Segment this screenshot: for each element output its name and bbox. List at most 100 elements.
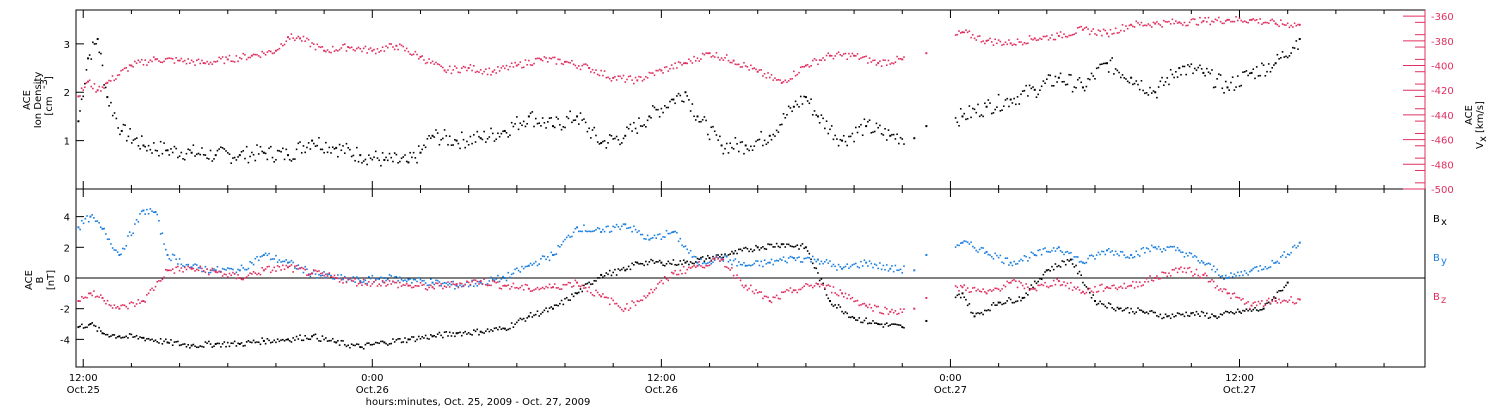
by-dot xyxy=(1101,250,1103,253)
bx-dot xyxy=(460,334,463,337)
vx-dot xyxy=(479,68,482,71)
by-dot xyxy=(333,278,336,280)
bx-point-39 xyxy=(973,315,976,318)
bx-dot xyxy=(1231,312,1234,314)
bx-dot xyxy=(206,342,208,345)
density-dot xyxy=(1030,87,1033,90)
vx-dot xyxy=(435,61,437,64)
vx-dot xyxy=(244,54,246,56)
by-dot xyxy=(225,269,227,271)
vx-dot xyxy=(813,58,816,60)
bx-dot xyxy=(144,339,146,342)
density-dot xyxy=(192,144,195,146)
by-point-51 xyxy=(1250,269,1253,272)
vx-dot xyxy=(497,66,499,68)
bz-dot xyxy=(1235,296,1237,299)
density-dot xyxy=(784,116,787,119)
density-dot xyxy=(1021,90,1024,92)
bz-dot xyxy=(593,294,596,297)
vx-dot xyxy=(1035,39,1038,42)
bz-dot xyxy=(1200,277,1203,279)
bz-dot xyxy=(192,267,195,270)
by-dot xyxy=(454,287,456,290)
bx-point-23 xyxy=(600,273,603,276)
density-dot xyxy=(763,139,766,142)
bz-dot xyxy=(853,300,855,303)
vx-dot xyxy=(404,49,406,52)
bx-dot xyxy=(1188,315,1191,317)
bz-dot xyxy=(1016,286,1019,289)
vx-dot xyxy=(290,33,293,35)
vx-dot xyxy=(799,66,802,69)
density-point-42 xyxy=(961,115,964,118)
vx-dot xyxy=(1176,22,1179,24)
density-dot xyxy=(509,134,511,137)
by-dot xyxy=(863,259,866,261)
vx-dot xyxy=(696,57,699,60)
vx-point-6 xyxy=(178,59,181,62)
bx-dot xyxy=(488,330,491,333)
by-dot xyxy=(269,258,272,261)
bx-dot xyxy=(1157,315,1160,318)
vx-dot xyxy=(345,50,348,52)
density-dot xyxy=(1073,86,1076,88)
density-point-5 xyxy=(142,144,145,147)
bx-point-15 xyxy=(407,338,410,341)
density-dot xyxy=(282,147,284,150)
density-dot xyxy=(662,111,664,114)
by-point-2 xyxy=(101,227,104,230)
vx-dot xyxy=(534,57,537,60)
bz-point-3 xyxy=(118,307,121,310)
vx-dot xyxy=(741,66,744,68)
by-dot xyxy=(954,246,957,248)
bx-point-32 xyxy=(804,246,807,249)
by-dot xyxy=(574,227,577,230)
bz-point-2 xyxy=(101,296,104,299)
vx-dot xyxy=(88,79,91,82)
bz-dot xyxy=(156,280,159,283)
density-dot xyxy=(842,134,845,137)
bx-dot xyxy=(192,343,195,346)
bz-dot xyxy=(1116,288,1119,291)
bz-dot xyxy=(810,284,812,287)
vx-dot xyxy=(514,61,516,64)
vx-dot xyxy=(581,64,584,67)
density-dot xyxy=(729,142,731,145)
bx-dot xyxy=(1271,298,1274,301)
bx-point-47 xyxy=(1166,315,1169,318)
bz-dot xyxy=(717,258,719,260)
by-dot xyxy=(834,265,836,268)
vx-dot xyxy=(737,63,740,66)
by-dot xyxy=(617,225,620,228)
density-dot xyxy=(409,151,411,154)
bz-dot xyxy=(261,266,263,269)
bx-dot xyxy=(1242,309,1244,312)
bx-dot xyxy=(497,328,499,331)
by-dot xyxy=(81,219,83,222)
by-dot xyxy=(165,248,167,251)
bz-dot xyxy=(608,303,611,306)
density-dot xyxy=(113,112,116,114)
by-dot xyxy=(853,263,855,265)
bx-point-37 xyxy=(925,319,928,322)
bx-dot xyxy=(851,315,854,318)
by-dot xyxy=(120,253,122,256)
vx-dot xyxy=(765,76,768,79)
density-dot xyxy=(762,144,764,147)
bz-dot xyxy=(634,304,637,307)
vx-dot xyxy=(707,52,709,55)
by-dot xyxy=(891,265,893,267)
bx-dot xyxy=(720,253,723,256)
by-dot xyxy=(414,278,417,281)
bx-point-28 xyxy=(708,257,711,260)
by-point-3 xyxy=(118,253,121,256)
vx-dot xyxy=(529,64,532,66)
bz-dot xyxy=(1045,285,1048,288)
by-dot xyxy=(620,225,623,228)
vx-dot xyxy=(903,56,905,58)
density-point-40 xyxy=(913,137,916,140)
bz-dot xyxy=(1109,287,1112,290)
bx-dot xyxy=(817,272,819,274)
bz-dot xyxy=(373,280,375,283)
bx-dot xyxy=(228,345,231,348)
